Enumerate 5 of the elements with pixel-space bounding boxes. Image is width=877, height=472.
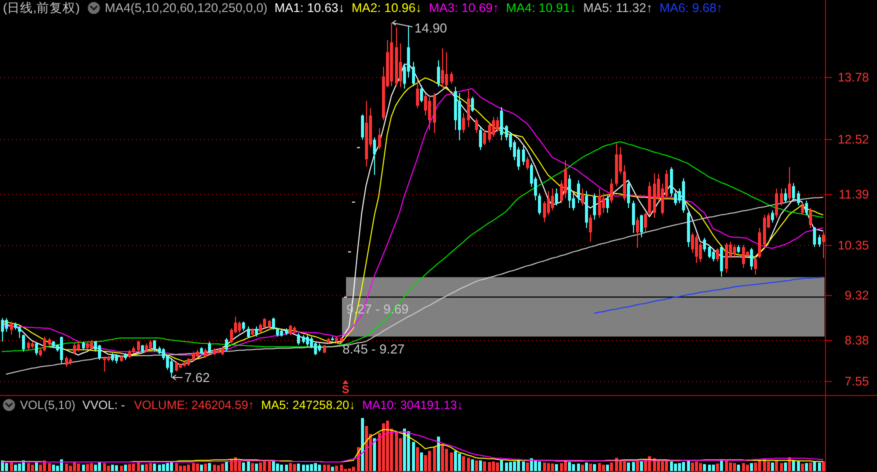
note: VVOL: - (82, 398, 126, 412)
title: (日线,前复权) (3, 1, 80, 15)
annotation: 14.90 (414, 20, 448, 36)
annotation: S (342, 384, 350, 396)
annotation: 7.62 (184, 370, 210, 385)
